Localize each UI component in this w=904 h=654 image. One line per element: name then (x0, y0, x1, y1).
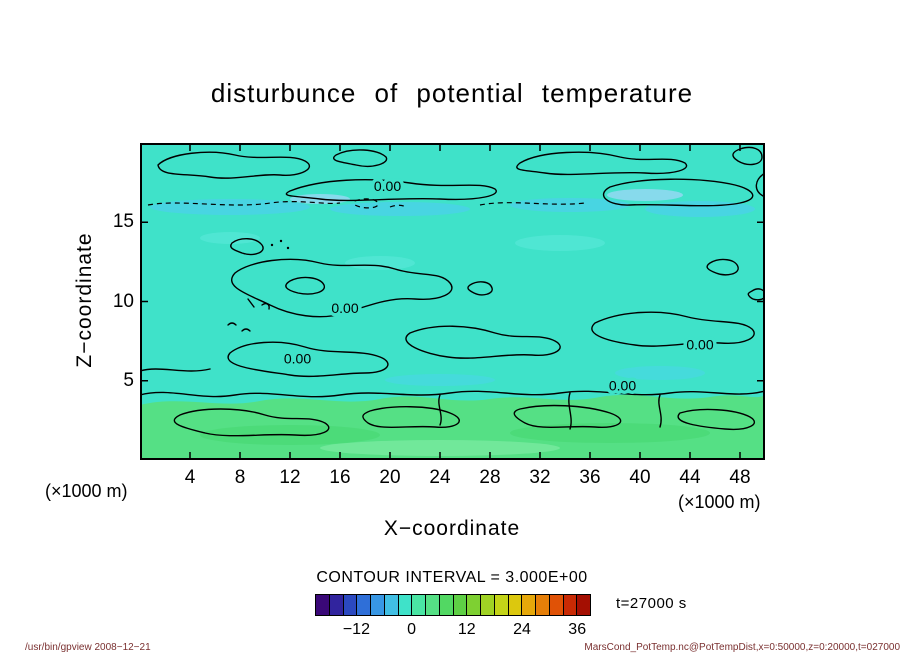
x-tick-label: 44 (679, 467, 701, 488)
colorbar-segment (467, 595, 481, 615)
colorbar-segment (522, 595, 536, 615)
x-tick-label: 12 (279, 467, 301, 488)
colorbar-segment (426, 595, 440, 615)
plot-frame (140, 143, 765, 460)
colorbar-segment (494, 595, 509, 615)
field-patches (150, 189, 755, 386)
x-axis-label: X−coordinate (383, 517, 521, 540)
colorbar-segment (577, 595, 590, 615)
colorbar-segment (329, 595, 344, 615)
y-tick-label: 15 (112, 211, 134, 233)
contour-value-label: 0.00 (374, 178, 401, 194)
colorbar-segment (316, 595, 330, 615)
x-tick-label: 28 (479, 467, 501, 488)
colorbar-segment (549, 595, 564, 615)
colorbar (315, 594, 591, 616)
colorbar-tick-label: 36 (568, 621, 587, 638)
x-tick-label: 24 (429, 467, 451, 488)
colorbar-tick-label: −12 (342, 621, 370, 638)
colorbar-segment (508, 595, 523, 615)
colorbar-segment (563, 595, 578, 615)
y-tick-label: 10 (112, 290, 134, 312)
surface-green-band (140, 394, 765, 460)
x-tick-label: 32 (529, 467, 551, 488)
colorbar-segment (536, 595, 550, 615)
footer-command-text: /usr/bin/gpview 2008−12−21 (25, 642, 151, 653)
x-tick-label: 48 (729, 467, 751, 488)
x-tick-label: 16 (329, 467, 351, 488)
x-axis-unit-right: (×1000 m) (678, 492, 761, 512)
contour-labels-group: 0.00 0.00 0.00 0.00 0.00 (280, 174, 717, 397)
colorbar-segment (398, 595, 413, 615)
colorbar-segment (357, 595, 371, 615)
contour-value-label: 0.00 (609, 378, 636, 394)
colorbar-segment (371, 595, 385, 615)
x-tick-label: 20 (379, 467, 401, 488)
colorbar-segment (453, 595, 468, 615)
colorbar-segment (412, 595, 426, 615)
contour-speckles (270, 239, 290, 250)
contour-lines (140, 146, 765, 437)
colorbar-tick-label: 24 (513, 621, 531, 638)
colorbar-segment (384, 595, 399, 615)
contour-value-label: 0.00 (284, 351, 311, 367)
colorbar-tick-label: 0 (407, 621, 417, 638)
contour-interval-label: CONTOUR INTERVAL = 3.000E+00 (316, 569, 588, 586)
y-tick-label: 5 (123, 369, 134, 391)
time-label: t=27000 s (616, 595, 687, 612)
footer-dataset-text: MarsCond_PotTemp.nc@PotTempDist,x=0:5000… (584, 642, 900, 653)
x-tick-label: 40 (629, 467, 651, 488)
contour-value-label: 0.00 (331, 300, 358, 316)
colorbar-segment (481, 595, 495, 615)
contour-value-label: 0.00 (686, 336, 713, 352)
contour-plot: 0.00 0.00 0.00 0.00 0.00 (140, 143, 765, 460)
page-title: disturbunce of potential temperature (210, 78, 694, 108)
contour-lines-dashed (147, 198, 586, 210)
colorbar-segment (439, 595, 454, 615)
x-tick-label: 8 (234, 467, 246, 488)
x-tick-label: 36 (579, 467, 601, 488)
x-tick-label: 4 (184, 467, 196, 488)
colorbar-tick-label: 12 (457, 621, 476, 638)
x-axis-unit-left: (×1000 m) (45, 481, 128, 501)
colorbar-segment (343, 595, 358, 615)
